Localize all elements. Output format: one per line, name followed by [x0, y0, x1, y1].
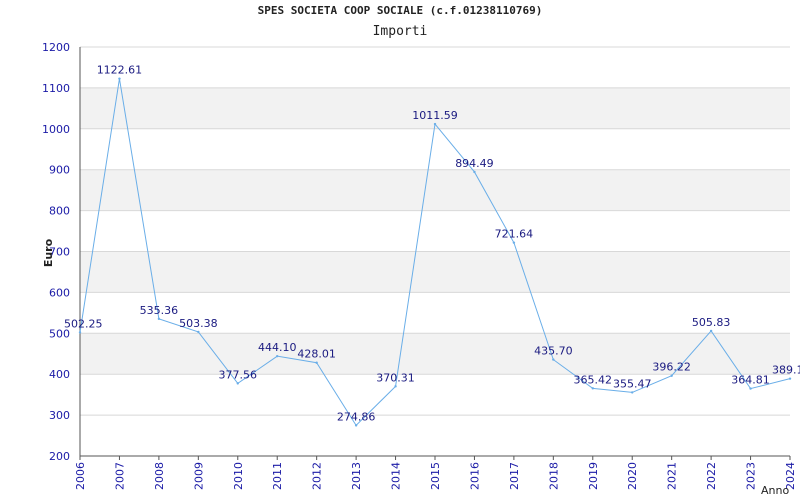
x-tick-label: 2024 — [784, 462, 797, 490]
data-point — [591, 387, 594, 390]
x-tick-label: 2023 — [745, 462, 758, 490]
grid-band — [80, 333, 790, 375]
data-point — [788, 377, 792, 380]
y-tick-label: 1200 — [42, 41, 70, 54]
y-tick-label: 600 — [49, 286, 70, 299]
y-tick-label: 800 — [49, 205, 70, 218]
data-point — [709, 329, 713, 333]
x-tick-label: 2016 — [468, 462, 481, 490]
y-tick-label: 1000 — [42, 123, 70, 136]
data-label: 503.38 — [179, 317, 218, 330]
data-label: 389.1 — [772, 364, 800, 377]
data-point — [354, 424, 358, 427]
grid-band — [80, 251, 790, 293]
x-tick-label: 2006 — [74, 462, 87, 490]
x-tick-label: 2013 — [350, 462, 363, 490]
y-tick-label: 400 — [49, 368, 70, 381]
x-tick-label: 2018 — [547, 462, 560, 490]
y-tick-label: 200 — [49, 450, 70, 463]
x-tick-label: 2007 — [113, 462, 126, 490]
data-label: 502.25 — [64, 317, 103, 330]
data-point — [433, 122, 437, 126]
x-tick-label: 2020 — [626, 462, 639, 490]
data-point — [118, 77, 121, 80]
data-label: 1011.59 — [412, 109, 458, 122]
x-tick-label: 2009 — [192, 462, 205, 490]
data-label: 365.42 — [574, 373, 613, 386]
data-point — [749, 387, 752, 390]
x-tick-label: 2010 — [232, 462, 245, 490]
data-label: 721.64 — [495, 228, 534, 241]
x-axis-label: Anno — [761, 484, 789, 497]
data-label: 274.86 — [337, 410, 376, 423]
data-label: 355.47 — [613, 377, 652, 390]
data-point — [512, 241, 516, 244]
data-label: 535.36 — [140, 304, 179, 317]
data-point — [631, 391, 634, 394]
x-tick-label: 2014 — [390, 462, 403, 490]
data-label: 377.56 — [219, 368, 258, 381]
y-tick-label: 300 — [49, 409, 70, 422]
data-label: 370.31 — [376, 371, 415, 384]
data-label: 435.70 — [534, 345, 573, 358]
data-label: 894.49 — [455, 157, 494, 170]
data-point — [157, 317, 161, 321]
y-tick-label: 700 — [49, 246, 70, 259]
data-point — [394, 385, 397, 388]
chart-title: SPES SOCIETA COOP SOCIALE (c.f.012381107… — [257, 4, 543, 17]
data-point — [473, 170, 476, 174]
data-label: 364.81 — [731, 374, 770, 387]
grid-band — [80, 169, 790, 211]
data-label: 396.22 — [652, 361, 691, 374]
x-tick-label: 2008 — [153, 462, 166, 490]
x-tick-label: 2011 — [271, 462, 284, 490]
data-point — [276, 354, 279, 358]
data-point — [315, 361, 318, 364]
y-tick-label: 900 — [49, 164, 70, 177]
x-tick-label: 2022 — [705, 462, 718, 490]
x-tick-label: 2017 — [508, 462, 521, 490]
data-point — [78, 331, 82, 334]
y-tick-label: 1100 — [42, 82, 70, 95]
data-point — [670, 374, 673, 377]
data-point — [552, 358, 555, 361]
x-tick-label: 2015 — [429, 462, 442, 490]
y-axis-label: Euro — [42, 238, 55, 267]
y-tick-label: 500 — [49, 327, 70, 340]
data-point — [197, 330, 200, 334]
x-tick-label: 2021 — [666, 462, 679, 490]
chart-subtitle: Importi — [372, 24, 428, 39]
x-tick-label: 2019 — [587, 462, 600, 490]
data-point — [236, 382, 239, 385]
grid-band — [80, 87, 790, 129]
x-tick-label: 2012 — [311, 462, 324, 490]
data-label: 1122.61 — [97, 64, 143, 77]
data-label: 428.01 — [297, 348, 336, 361]
data-label: 444.10 — [258, 341, 297, 354]
data-label: 505.83 — [692, 316, 731, 329]
